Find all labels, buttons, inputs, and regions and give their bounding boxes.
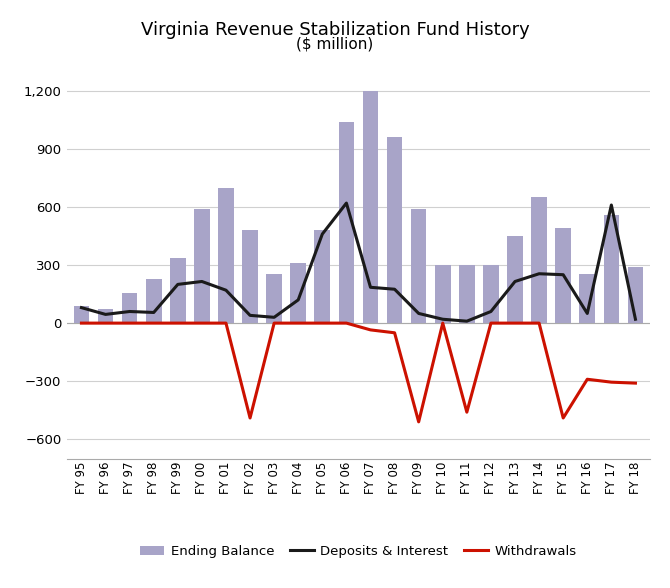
Bar bbox=[459, 265, 474, 323]
Bar bbox=[507, 236, 523, 323]
Bar bbox=[170, 258, 186, 323]
Bar bbox=[338, 122, 354, 323]
Bar bbox=[483, 265, 498, 323]
Bar bbox=[194, 209, 210, 323]
Bar bbox=[435, 265, 451, 323]
Legend: Ending Balance, Deposits & Interest, Withdrawals: Ending Balance, Deposits & Interest, Wit… bbox=[135, 540, 582, 563]
Bar bbox=[362, 91, 379, 323]
Bar bbox=[411, 209, 427, 323]
Bar bbox=[387, 137, 403, 323]
Bar bbox=[122, 293, 137, 323]
Bar bbox=[314, 230, 330, 323]
Bar bbox=[555, 228, 571, 323]
Bar bbox=[531, 197, 547, 323]
Bar bbox=[628, 267, 643, 323]
Bar bbox=[580, 274, 595, 323]
Bar bbox=[146, 279, 161, 323]
Text: ($ million): ($ million) bbox=[296, 36, 374, 52]
Bar bbox=[266, 274, 282, 323]
Text: Virginia Revenue Stabilization Fund History: Virginia Revenue Stabilization Fund Hist… bbox=[141, 21, 529, 39]
Bar bbox=[74, 306, 89, 323]
Bar bbox=[98, 309, 113, 323]
Bar bbox=[218, 188, 234, 323]
Bar bbox=[290, 263, 306, 323]
Bar bbox=[243, 230, 258, 323]
Bar bbox=[604, 215, 619, 323]
